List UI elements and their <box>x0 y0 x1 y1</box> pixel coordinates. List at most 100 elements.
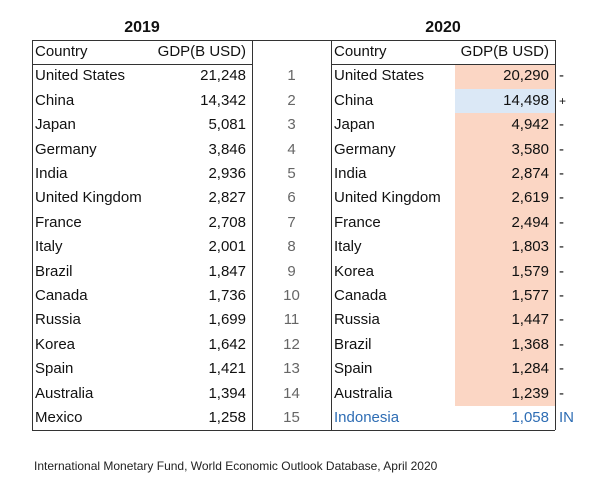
change-mark: - <box>559 116 564 134</box>
country-cell: France <box>35 213 82 231</box>
rank-cell: 2 <box>287 91 296 109</box>
footnote: International Monetary Fund, World Econo… <box>34 459 438 473</box>
country-cell: Germany <box>334 140 396 158</box>
cell-bg <box>455 235 555 260</box>
border <box>32 430 555 432</box>
cell-bg <box>455 357 555 382</box>
header-cell: GDP(B USD) <box>157 43 246 60</box>
rank-cell: 1 <box>287 67 296 85</box>
gdp-cell: 1,239 <box>511 384 549 402</box>
country-cell: China <box>334 91 374 109</box>
change-mark: - <box>559 213 564 231</box>
gdp-cell: 2,494 <box>511 213 549 231</box>
border <box>555 40 556 431</box>
border <box>252 40 253 431</box>
country-cell: Brazil <box>35 262 73 280</box>
rank-cell: 14 <box>283 384 300 402</box>
country-cell: Italy <box>35 238 63 256</box>
gdp-cell: 20,290 <box>503 67 549 85</box>
change-mark: - <box>559 384 564 402</box>
country-cell: Russia <box>35 311 81 329</box>
gdp-cell: 14,342 <box>200 91 246 109</box>
country-cell: Mexico <box>35 409 83 426</box>
rank-cell: 7 <box>287 213 296 231</box>
rank-cell: 5 <box>287 165 296 182</box>
gdp-cell: 2,936 <box>208 165 246 182</box>
country-cell: United States <box>334 67 425 85</box>
change-mark: - <box>559 165 564 182</box>
gdp-cell: 1,579 <box>511 262 549 280</box>
country-cell: France <box>334 213 381 231</box>
country-cell: United Kingdom <box>334 189 441 207</box>
change-mark: - <box>559 140 564 158</box>
gdp-cell: 1,368 <box>511 335 549 353</box>
rank-cell: 9 <box>287 262 296 280</box>
gdp-cell: 3,846 <box>208 140 246 158</box>
change-mark: + <box>559 93 567 108</box>
gdp-cell: 2,619 <box>511 189 549 207</box>
change-mark: - <box>559 189 564 207</box>
change-mark: - <box>559 238 564 256</box>
change-mark: - <box>559 287 564 304</box>
gdp-cell: 21,248 <box>200 67 246 85</box>
gdp-cell: 1,284 <box>511 360 549 378</box>
header-cell: Country <box>334 43 387 60</box>
country-cell: Canada <box>35 287 88 304</box>
border <box>331 40 332 431</box>
country-cell: United Kingdom <box>35 189 142 207</box>
cell-bg <box>455 113 555 138</box>
country-cell: Japan <box>35 116 76 134</box>
rank-cell: 11 <box>283 311 300 329</box>
change-mark: - <box>559 311 564 329</box>
cell-bg <box>455 137 555 162</box>
gdp-cell: 14,498 <box>503 91 549 109</box>
table-title: 2020 <box>425 19 461 36</box>
gdp-cell: 1,577 <box>511 287 549 304</box>
border <box>32 40 33 431</box>
country-cell: Germany <box>35 140 97 158</box>
change-mark: - <box>559 360 564 378</box>
country-cell: Spain <box>35 360 74 378</box>
header-cell: GDP(B USD) <box>460 43 549 60</box>
gdp-cell: 1,447 <box>511 311 549 329</box>
change-mark: - <box>559 335 564 353</box>
rank-cell: 12 <box>283 335 300 353</box>
country-cell: Korea <box>35 335 76 353</box>
country-cell: China <box>35 91 75 109</box>
cell-bg <box>455 381 555 406</box>
change-mark: IN <box>559 409 574 426</box>
table-title: 2019 <box>124 19 160 36</box>
gdp-cell: 2,708 <box>208 213 246 231</box>
country-cell: Japan <box>334 116 375 134</box>
cell-bg <box>455 64 555 89</box>
gdp-cell: 1,421 <box>208 360 246 378</box>
rank-cell: 6 <box>287 189 296 207</box>
cell-bg <box>455 308 555 333</box>
gdp-cell: 1,394 <box>208 384 246 402</box>
header-cell: Country <box>35 43 88 60</box>
gdp-cell: 1,847 <box>208 262 246 280</box>
gdp-cell: 5,081 <box>208 116 246 134</box>
rank-cell: 15 <box>283 409 300 426</box>
gdp-cell: 1,803 <box>511 238 549 256</box>
country-cell: Italy <box>334 238 362 256</box>
rank-cell: 13 <box>283 360 300 378</box>
cell-bg <box>455 88 555 114</box>
cell-bg <box>455 186 555 211</box>
cell-bg <box>455 210 555 236</box>
rank-cell: 3 <box>287 116 296 134</box>
change-mark: - <box>559 262 564 280</box>
cell-bg <box>455 162 555 187</box>
header-line <box>32 64 252 66</box>
gdp-cell: 1,699 <box>208 311 246 329</box>
change-mark: - <box>559 67 564 85</box>
country-cell: Spain <box>334 360 373 378</box>
cell-bg <box>455 332 555 358</box>
gdp-cell: 3,580 <box>511 140 549 158</box>
country-cell: Canada <box>334 287 387 304</box>
cell-bg <box>455 259 555 284</box>
header-line <box>331 64 555 66</box>
rank-cell: 10 <box>283 287 300 304</box>
country-cell: India <box>334 165 367 182</box>
country-cell: Korea <box>334 262 375 280</box>
